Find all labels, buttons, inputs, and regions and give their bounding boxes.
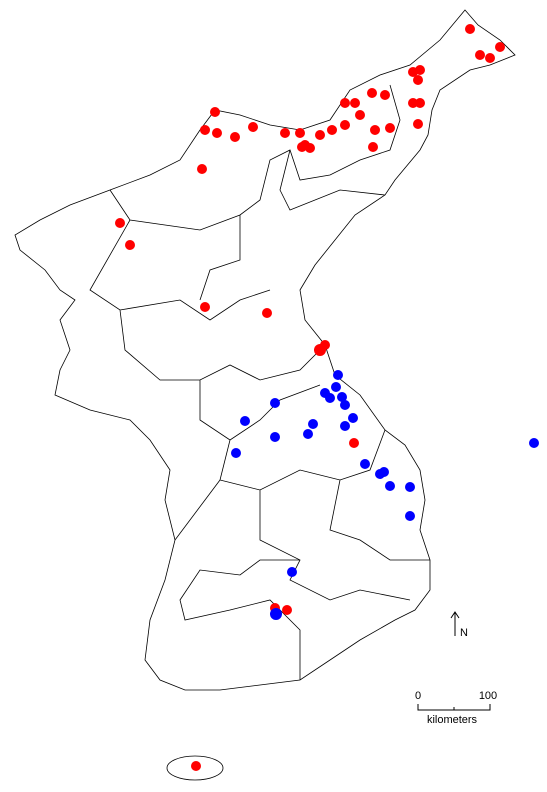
- site: [375, 469, 385, 479]
- site: [405, 511, 415, 521]
- scale-end: 100: [479, 690, 497, 702]
- site: [340, 120, 350, 130]
- site: [270, 608, 282, 620]
- site: [529, 438, 539, 448]
- site: [415, 98, 425, 108]
- site: [413, 75, 423, 85]
- province-borders: [89, 84, 430, 680]
- site: [385, 481, 395, 491]
- site: [315, 130, 325, 140]
- scale-bar: 0 100 kilometers: [415, 690, 497, 726]
- site: [231, 448, 241, 458]
- site: [115, 218, 125, 228]
- arrow-head: [450, 611, 460, 619]
- site: [355, 110, 365, 120]
- site: [495, 42, 505, 52]
- site: [340, 421, 350, 431]
- site: [248, 122, 258, 132]
- site: [230, 132, 240, 142]
- site: [360, 459, 370, 469]
- site: [331, 382, 341, 392]
- site: [210, 107, 220, 117]
- site: [212, 128, 222, 138]
- site: [200, 302, 210, 312]
- site: [295, 128, 305, 138]
- site: [191, 761, 201, 771]
- site: [337, 392, 347, 402]
- site: [415, 65, 425, 75]
- site: [340, 98, 350, 108]
- site: [125, 240, 135, 250]
- site: [327, 125, 337, 135]
- site: [325, 393, 335, 403]
- site: [240, 416, 250, 426]
- coastline: [14, 9, 516, 691]
- site: [270, 398, 280, 408]
- site: [340, 400, 350, 410]
- scale-line: [417, 704, 491, 711]
- site: [280, 128, 290, 138]
- scale-start: 0: [415, 690, 421, 702]
- site: [350, 98, 360, 108]
- site: [297, 142, 307, 152]
- site: [320, 340, 330, 350]
- site: [348, 413, 358, 423]
- north-label: N: [460, 627, 468, 639]
- site: [282, 605, 292, 615]
- site: [408, 98, 418, 108]
- north-arrow: N: [450, 611, 468, 639]
- site: [385, 123, 395, 133]
- site: [405, 482, 415, 492]
- site: [380, 90, 390, 100]
- scale-unit: kilometers: [427, 714, 478, 726]
- jeju-island: [166, 755, 224, 781]
- red-sites: [115, 24, 505, 771]
- site: [349, 438, 359, 448]
- site: [197, 164, 207, 174]
- site: [262, 308, 272, 318]
- site: [287, 567, 297, 577]
- site: [370, 125, 380, 135]
- site: [465, 24, 475, 34]
- site: [368, 142, 378, 152]
- site: [305, 143, 315, 153]
- site: [485, 53, 495, 63]
- blue-sites: [231, 370, 539, 620]
- site: [308, 419, 318, 429]
- site: [200, 125, 210, 135]
- site: [303, 429, 313, 439]
- site: [367, 88, 377, 98]
- site: [475, 50, 485, 60]
- site: [413, 119, 423, 129]
- site: [333, 370, 343, 380]
- site: [270, 432, 280, 442]
